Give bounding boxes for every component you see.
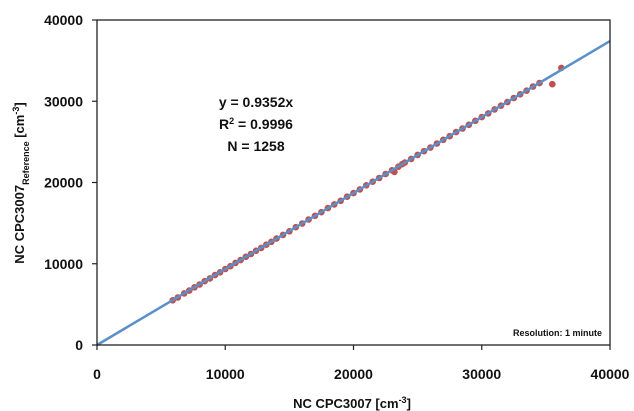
y-tick-label: 30000 [44, 93, 83, 109]
equation-label: y = 0.9352x [219, 94, 294, 110]
r-squared-label: R2 = 0.9996 [219, 116, 293, 132]
axes [92, 19, 611, 350]
resolution-note: Resolution: 1 minute [513, 328, 602, 338]
x-axis-title: NC CPC3007 [cm-3] [293, 395, 411, 411]
x-tick-label: 0 [93, 366, 101, 382]
tick-labels: 0 10000 20000 30000 40000 0 10000 20000 30000 400… [44, 12, 630, 382]
x-tick-label: 40000 [591, 366, 630, 382]
data-point [549, 80, 556, 88]
x-tick-label: 20000 [334, 366, 373, 382]
x-axis-title-sup: -3 [399, 395, 407, 405]
y-axis-title-sup: -3 [11, 107, 21, 115]
y-tick-label: 20000 [44, 175, 83, 191]
fit-line [96, 39, 611, 347]
n-count-label: N = 1258 [227, 138, 284, 154]
y-tick-label: 0 [75, 337, 83, 353]
x-tick-label: 10000 [206, 366, 245, 382]
y-tick-label: 40000 [44, 12, 83, 28]
y-axis-title: NC CPC3007Reference [cm-3] [11, 102, 31, 263]
y-tick-label: 10000 [44, 256, 83, 272]
y-axis-title-sub: Reference [21, 141, 31, 185]
x-tick-label: 30000 [462, 366, 501, 382]
r-squared-sup: 2 [229, 116, 234, 126]
